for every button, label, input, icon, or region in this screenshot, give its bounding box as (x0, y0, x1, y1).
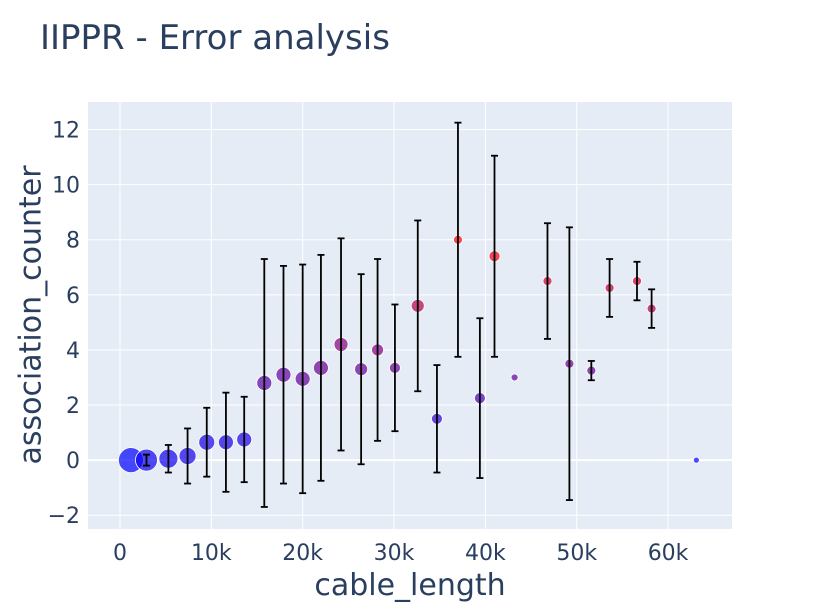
y-tick-label: 2 (66, 394, 80, 419)
y-tick-label: −2 (48, 504, 80, 529)
plot-background (88, 102, 732, 529)
data-point (692, 456, 700, 464)
x-tick-label: 60k (648, 541, 689, 566)
x-axis-label: cable_length (314, 568, 506, 603)
x-tick-label: 30k (374, 541, 415, 566)
y-tick-label: 10 (52, 174, 80, 199)
x-tick-label: 10k (191, 541, 232, 566)
y-tick-label: 4 (66, 339, 80, 364)
y-tick-label: 8 (66, 229, 80, 254)
chart-title: IIPPR - Error analysis (40, 18, 390, 58)
x-tick-label: 20k (282, 541, 323, 566)
y-tick-label: 12 (52, 119, 80, 144)
y-axis-label: association_counter (13, 165, 49, 465)
y-tick-label: 6 (66, 284, 80, 309)
x-tick-label: 0 (113, 541, 127, 566)
data-point (510, 373, 519, 382)
x-tick-label: 50k (556, 541, 597, 566)
y-tick-label: 0 (66, 449, 80, 474)
x-tick-label: 40k (465, 541, 506, 566)
